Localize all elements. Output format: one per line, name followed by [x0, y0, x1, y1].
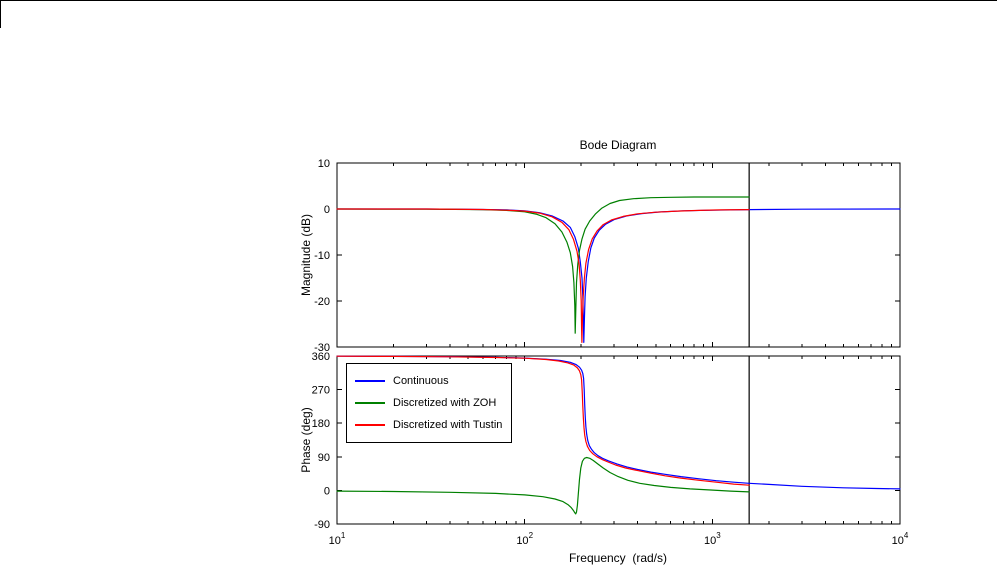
magnitude-axis-label: Magnitude (dB): [299, 213, 313, 297]
window-border-left: [0, 0, 1, 28]
legend-line-sample: [355, 380, 385, 382]
legend-item: Continuous: [355, 370, 503, 392]
svg-text:104: 104: [892, 531, 909, 547]
svg-text:-10: -10: [314, 250, 330, 262]
window-border-top: [0, 0, 997, 1]
legend-item-label: Continuous: [393, 375, 449, 387]
svg-text:102: 102: [516, 531, 533, 547]
legend-line-sample: [355, 402, 385, 404]
legend-item-label: Discretized with ZOH: [393, 397, 497, 409]
svg-text:270: 270: [312, 385, 330, 397]
legend-line-sample: [355, 424, 385, 426]
svg-text:103: 103: [704, 531, 721, 547]
svg-text:101: 101: [329, 531, 346, 547]
legend-item: Discretized with Tustin: [355, 414, 503, 436]
x-axis-label: Frequency (rad/s): [568, 551, 668, 565]
legend-item: Discretized with ZOH: [355, 392, 503, 414]
svg-text:-30: -30: [314, 342, 330, 354]
phase-axis-label: Phase (deg): [299, 407, 313, 473]
svg-text:-90: -90: [314, 519, 330, 531]
legend: Continuous Discretized with ZOH Discreti…: [346, 363, 512, 443]
svg-text:0: 0: [324, 204, 330, 216]
svg-text:0: 0: [324, 485, 330, 497]
svg-text:180: 180: [312, 418, 330, 430]
legend-item-label: Discretized with Tustin: [393, 419, 503, 431]
svg-text:360: 360: [312, 351, 330, 363]
chart-title: Bode Diagram: [579, 138, 657, 152]
svg-text:90: 90: [318, 452, 330, 464]
svg-text:-20: -20: [314, 296, 330, 308]
svg-text:10: 10: [318, 158, 330, 170]
